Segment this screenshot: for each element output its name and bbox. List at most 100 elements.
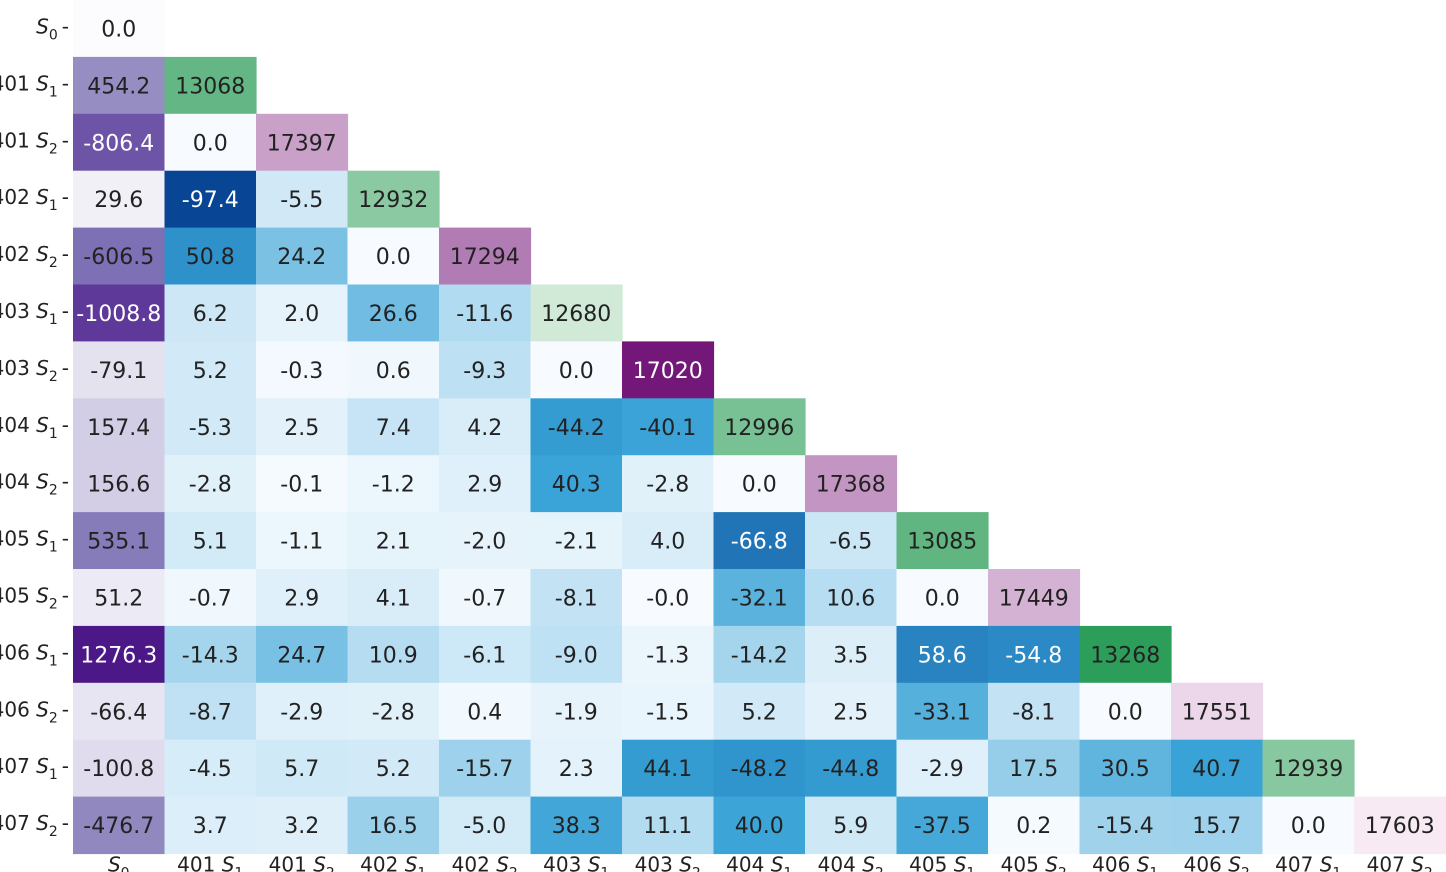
heatmap-cell-r3-c3 xyxy=(347,170,440,229)
heatmap-cell-r8-c2 xyxy=(256,455,349,513)
cell-value-r11-c3: 10.9 xyxy=(369,643,418,668)
heatmap-cell-r2-c0 xyxy=(73,113,166,172)
cell-value-r5-c3: 26.6 xyxy=(369,302,418,327)
heatmap-cell-r0-c0 xyxy=(73,0,166,58)
y-tick-label-9: 405 S1 - xyxy=(0,527,69,556)
cell-value-r9-c5: -2.1 xyxy=(555,530,598,555)
x-tick-label-12: 406 S2 xyxy=(1184,853,1250,872)
x-tick-label-7: 404 S1 xyxy=(726,853,792,872)
cell-value-r9-c1: 5.1 xyxy=(193,530,228,555)
heatmap-cell-r9-c5 xyxy=(530,512,623,570)
heatmap-cell-r7-c6 xyxy=(622,398,715,456)
heatmap-cell-r6-c0 xyxy=(73,341,166,399)
heatmap-cell-r11-c2 xyxy=(256,625,349,684)
heatmap-cell-r14-c14 xyxy=(1354,796,1446,855)
cell-value-r14-c9: -37.5 xyxy=(914,814,971,839)
cell-value-r8-c6: -2.8 xyxy=(646,473,689,498)
cell-value-r11-c11: 13268 xyxy=(1090,643,1160,668)
cell-value-r11-c4: -6.1 xyxy=(463,643,506,668)
cell-value-r3-c3: 12932 xyxy=(358,188,428,213)
heatmap-cell-r8-c7 xyxy=(713,455,806,513)
heatmap-cell-r14-c8 xyxy=(805,796,898,855)
cell-value-r13-c9: -2.9 xyxy=(921,757,964,782)
y-tick-label-7: 404 S1 - xyxy=(0,413,69,442)
heatmap-cell-r10-c7 xyxy=(713,569,806,627)
y-tick-label-12: 406 S2 - xyxy=(0,697,69,726)
cell-value-r8-c5: 40.3 xyxy=(552,473,601,498)
heatmap-cell-r7-c0 xyxy=(73,398,166,456)
cell-value-r1-c0: 454.2 xyxy=(87,74,150,99)
cell-value-r6-c4: -9.3 xyxy=(463,359,506,384)
cell-value-r14-c8: 5.9 xyxy=(833,814,868,839)
cell-value-r9-c4: -2.0 xyxy=(463,530,506,555)
cell-value-r7-c2: 2.5 xyxy=(284,416,319,441)
heatmap-cell-r11-c9 xyxy=(896,625,989,684)
cell-value-r1-c1: 13068 xyxy=(175,74,245,99)
cell-value-r12-c10: -8.1 xyxy=(1012,700,1055,725)
cell-value-r11-c6: -1.3 xyxy=(646,643,689,668)
heatmap-cell-r8-c3 xyxy=(347,455,440,513)
x-tick-label-6: 403 S2 xyxy=(635,853,701,872)
heatmap-cell-r12-c4 xyxy=(439,682,532,741)
cell-value-r10-c10: 17449 xyxy=(999,586,1069,611)
cell-value-r13-c3: 5.2 xyxy=(376,757,411,782)
cell-value-r8-c7: 0.0 xyxy=(742,473,777,498)
y-axis-tick-labels: S0 - 401 S1 - 401 S2 - 402 S1 - 402 S2 - 403 … xyxy=(0,14,69,840)
cell-value-r13-c2: 5.7 xyxy=(284,757,319,782)
cell-value-r14-c3: 16.5 xyxy=(369,814,418,839)
heatmap-cell-r10-c10 xyxy=(988,569,1081,627)
heatmap-cell-r8-c8 xyxy=(805,455,898,513)
cell-value-r12-c8: 2.5 xyxy=(833,700,868,725)
x-tick-label-14: 407 S2 xyxy=(1367,853,1433,872)
heatmap-cell-r14-c3 xyxy=(347,796,440,855)
cell-value-r7-c7: 12996 xyxy=(724,416,794,441)
heatmap-cell-r12-c3 xyxy=(347,682,440,741)
heatmap-cell-r9-c2 xyxy=(256,512,349,570)
cell-value-r12-c0: -66.4 xyxy=(90,700,147,725)
heatmap-cells xyxy=(73,0,1446,855)
heatmap-cell-r12-c9 xyxy=(896,682,989,741)
heatmap-cell-r9-c1 xyxy=(164,512,257,570)
cell-value-r12-c7: 5.2 xyxy=(742,700,777,725)
x-tick-label-1: 401 S1 xyxy=(177,853,243,872)
heatmap-cell-r5-c0 xyxy=(73,284,166,342)
cell-value-r12-c9: -33.1 xyxy=(914,700,971,725)
y-tick-label-4: 402 S2 - xyxy=(0,242,69,271)
cell-value-r4-c2: 24.2 xyxy=(277,245,326,270)
y-tick-label-13: 407 S1 - xyxy=(0,754,69,783)
cell-value-r13-c11: 30.5 xyxy=(1101,757,1150,782)
cell-value-r2-c0: -806.4 xyxy=(83,131,154,156)
heatmap-cell-r14-c2 xyxy=(256,796,349,855)
heatmap-cell-r10-c6 xyxy=(622,569,715,627)
heatmap-cell-r14-c6 xyxy=(622,796,715,855)
heatmap-cell-r11-c10 xyxy=(988,625,1081,684)
cell-value-r14-c11: -15.4 xyxy=(1097,814,1154,839)
cell-value-r7-c5: -44.2 xyxy=(548,416,605,441)
heatmap-cell-r4-c4 xyxy=(439,227,532,286)
cell-value-r14-c14: 17603 xyxy=(1365,814,1435,839)
heatmap-cell-r14-c0 xyxy=(73,796,166,855)
cell-value-r14-c12: 15.7 xyxy=(1192,814,1241,839)
heatmap-cell-r13-c9 xyxy=(896,739,989,798)
heatmap-cell-r12-c11 xyxy=(1079,682,1172,741)
heatmap-cell-r9-c6 xyxy=(622,512,715,570)
heatmap-cell-r10-c2 xyxy=(256,569,349,627)
cell-value-r12-c2: -2.9 xyxy=(280,700,323,725)
cell-value-r13-c0: -100.8 xyxy=(83,757,154,782)
heatmap-cell-r6-c3 xyxy=(347,341,440,399)
cell-value-r9-c6: 4.0 xyxy=(650,530,685,555)
cell-value-r14-c6: 11.1 xyxy=(643,814,692,839)
heatmap-cell-r10-c0 xyxy=(73,569,166,627)
heatmap-cell-r4-c0 xyxy=(73,227,166,286)
cell-value-r10-c1: -0.7 xyxy=(189,586,232,611)
heatmap-cell-r13-c7 xyxy=(713,739,806,798)
heatmap-cell-r11-c3 xyxy=(347,625,440,684)
heatmap-cell-r12-c7 xyxy=(713,682,806,741)
cell-value-r3-c1: -97.4 xyxy=(182,188,239,213)
cell-value-r5-c5: 12680 xyxy=(541,302,611,327)
heatmap-cell-r5-c1 xyxy=(164,284,257,342)
cell-value-r9-c2: -1.1 xyxy=(280,530,323,555)
heatmap-cell-r11-c8 xyxy=(805,625,898,684)
cell-value-r11-c8: 3.5 xyxy=(833,643,868,668)
heatmap-cell-r10-c3 xyxy=(347,569,440,627)
